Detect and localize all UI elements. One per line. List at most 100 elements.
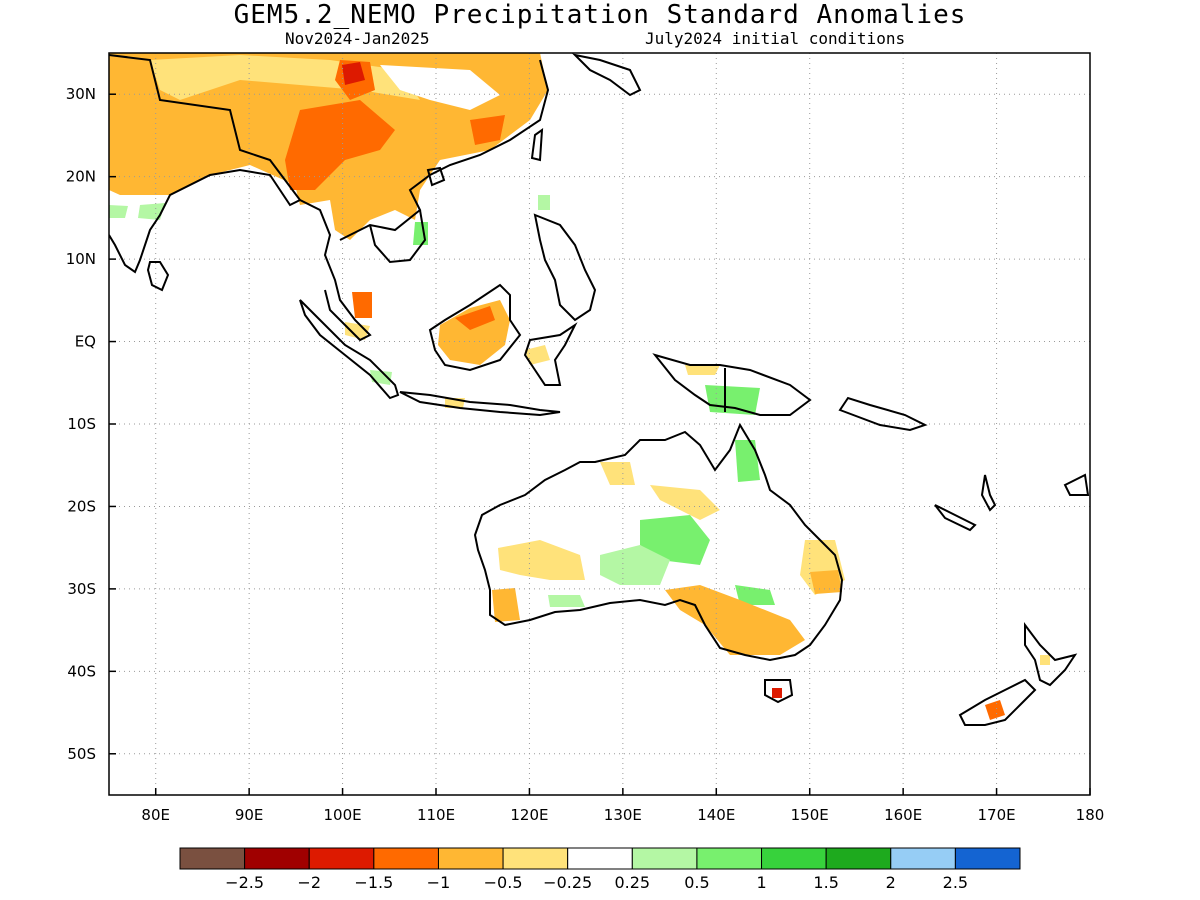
colorbar-swatch — [696, 847, 763, 870]
colorbar-label: 0.25 — [614, 873, 650, 892]
coast-newcaledonia — [934, 504, 977, 532]
colorbar-swatch — [631, 847, 698, 870]
lat-tick-label: 20S — [67, 497, 96, 515]
forecast-period: Nov2024-Jan2025 — [285, 29, 430, 48]
coast-vanuatu — [980, 474, 997, 512]
anomaly-region-nz-orange — [985, 700, 1005, 720]
colorbar-label: −0.25 — [543, 873, 592, 892]
colorbar-swatch — [502, 847, 569, 870]
colorbar-label: 0.5 — [684, 873, 709, 892]
colorbar-swatch — [567, 847, 633, 870]
anomaly-region-cape-york — [735, 440, 760, 482]
colorbar-swatch — [954, 847, 1021, 870]
colorbar-label: 2.5 — [943, 873, 968, 892]
anomaly-region-borneo-red — [455, 306, 495, 330]
colorbar-swatch — [308, 847, 375, 870]
anomaly-region-phil-green — [538, 195, 550, 210]
lon-tick-label: 160E — [884, 806, 922, 824]
lon-tick-label: 180 — [1076, 806, 1105, 824]
chart-title: GEM5.2_NEMO Precipitation Standard Anoma… — [233, 0, 967, 30]
anomaly-region-png-yellow — [685, 365, 720, 375]
anomaly-region-malaya — [352, 292, 372, 318]
lon-tick-label: 80E — [141, 806, 170, 824]
coast-png — [652, 353, 812, 416]
anomaly-region-nsw-green — [735, 585, 775, 605]
coast-java — [399, 391, 561, 417]
lon-tick-label: 150E — [791, 806, 829, 824]
coast-srilanka — [146, 261, 170, 292]
longitude-labels: 80E 90E 100E 110E 120E 130E 140E 150E 160E 170E 18… — [141, 806, 1104, 824]
coast-philippines — [533, 213, 597, 322]
colorbar-swatch — [825, 847, 892, 870]
coast-sulawesi — [523, 322, 578, 386]
initial-conditions: July2024 initial conditions — [645, 29, 906, 48]
anomaly-region-east-orange — [810, 570, 842, 594]
colorbar-label: 1 — [756, 873, 766, 892]
coast-india — [109, 54, 302, 274]
coast-solomons — [838, 396, 928, 432]
coast-australia — [473, 422, 844, 662]
graticule — [109, 53, 1091, 795]
lat-tick-label: 10S — [67, 415, 96, 433]
anomaly-region-india-green — [109, 205, 128, 218]
colorbar: −2.5 −2 −1.5 −1 −0.5 −0.25 0.25 0.5 1 1.5 2 2.5 — [179, 847, 1021, 892]
anomaly-region-sw-orange — [492, 588, 520, 622]
colorbar-label: −1 — [427, 873, 451, 892]
colorbar-label: −2.5 — [225, 873, 264, 892]
anomaly-region-vietnam-green — [413, 222, 428, 245]
lon-tick-label: 90E — [235, 806, 264, 824]
lon-tick-label: 140E — [697, 806, 735, 824]
anomaly-region-se-china — [470, 115, 505, 145]
coast-fiji — [1063, 473, 1090, 496]
anomaly-region-yunnan — [285, 100, 395, 190]
anomaly-region-central-yellow — [650, 485, 720, 520]
anomaly-region-sumatra-yellow — [345, 322, 370, 340]
anomaly-region-central-green — [640, 515, 710, 565]
colorbar-swatch — [761, 847, 827, 870]
lat-tick-label: 30S — [67, 580, 96, 598]
anomaly-region-png-green — [705, 385, 760, 415]
anomaly-region-central-lightgreen — [600, 545, 670, 585]
lon-tick-label: 120E — [510, 806, 548, 824]
colorbar-label: 2 — [886, 873, 896, 892]
coastlines — [109, 53, 1090, 726]
colorbar-label: −0.5 — [484, 873, 523, 892]
anomaly-region-nz-yellow — [1040, 655, 1050, 665]
lon-tick-label: 100E — [324, 806, 362, 824]
anomaly-region-tas-red — [772, 688, 782, 698]
anomaly-region-se-orange — [665, 585, 805, 655]
lat-tick-label: EQ — [75, 333, 96, 351]
anomaly-region-wa-green — [548, 595, 585, 607]
colorbar-label: −1.5 — [354, 873, 393, 892]
colorbar-swatch — [890, 847, 956, 870]
colorbar-swatch — [437, 847, 504, 870]
anomaly-region-wa-yellow — [498, 540, 585, 580]
coast-vietnam — [369, 209, 427, 264]
anomaly-region-borneo — [438, 300, 510, 365]
colorbar-swatch — [179, 847, 246, 870]
lat-tick-label: 10N — [66, 250, 96, 268]
coast-sumatra — [299, 299, 400, 400]
colorbar-swatch — [244, 847, 310, 870]
coast-burma-thai — [299, 199, 372, 342]
coast-tasmania — [764, 679, 794, 704]
coast-hainan — [426, 166, 446, 187]
anomaly-region-india-green2 — [138, 203, 165, 220]
latitude-labels: 30N 20N 10N EQ 10S 20S 30S 40S 50S — [66, 85, 96, 763]
colorbar-swatch — [373, 847, 439, 870]
coast-nz-north — [1024, 622, 1078, 687]
colorbar-label: −2 — [297, 873, 321, 892]
lat-tick-label: 40S — [67, 662, 96, 680]
lon-tick-label: 130E — [604, 806, 642, 824]
anomaly-region-nt-yellow — [600, 462, 635, 485]
anomaly-shading — [109, 53, 1050, 720]
coast-borneo — [428, 283, 522, 372]
anomaly-region-sulawesi-yellow — [525, 345, 550, 365]
coast-nz-south — [958, 678, 1037, 726]
lat-tick-label: 30N — [66, 85, 96, 103]
coast-japan — [571, 53, 642, 97]
lon-tick-label: 110E — [417, 806, 455, 824]
plot-frame — [108, 52, 1091, 796]
anomaly-region-china-white — [380, 65, 500, 110]
